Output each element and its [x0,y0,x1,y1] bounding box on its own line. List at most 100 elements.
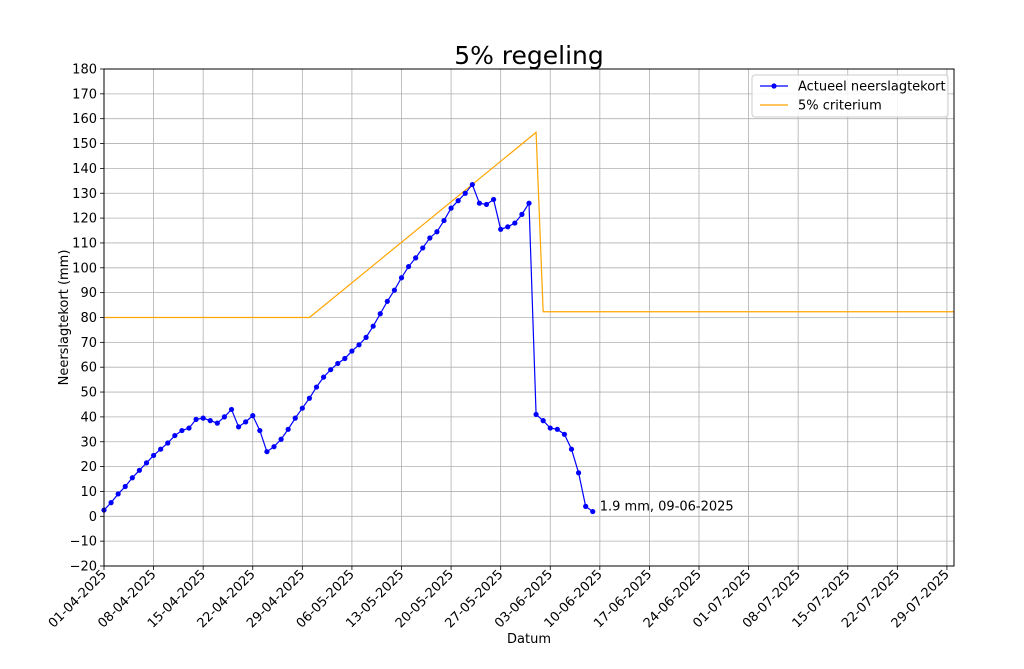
y-tick-label: 10 [80,485,97,500]
series-line-criterium [104,131,954,319]
y-axis-label: Neerslagtekort (mm) [57,250,72,386]
y-tick-label: 70 [80,336,97,351]
data-point [320,374,327,380]
y-tick-label: −20 [70,560,97,575]
data-point [186,425,192,431]
data-point [469,181,475,188]
data-point [271,444,277,450]
data-point [285,426,291,432]
data-point [328,367,334,373]
data-point [349,348,355,354]
data-point [129,475,135,481]
data-point [441,217,447,224]
data-point [108,500,114,506]
data-point [257,427,263,434]
y-tick-label: 100 [72,261,97,276]
y-tick-label: 0 [89,510,97,525]
data-point [335,360,341,367]
data-point [377,311,383,317]
legend: Actueel neerslagtekort 5% criterium [751,74,949,118]
data-point [575,470,582,476]
y-tick-label: 110 [72,236,97,251]
data-point [250,413,256,419]
data-point [427,235,433,241]
data-point [264,449,270,455]
legend-label-actueel: Actueel neerslagtekort [798,80,946,95]
data-point [448,205,454,211]
y-tick-label: 120 [72,212,97,227]
data-point [462,190,468,196]
data-point [235,424,242,430]
data-point [115,491,121,497]
y-tick-label: 20 [80,460,97,475]
data-point [498,226,504,232]
data-point [384,298,390,304]
data-point [214,420,220,426]
data-point [228,406,235,413]
legend-box [751,74,949,118]
data-point [526,200,532,206]
data-point [342,355,348,362]
legend-label-criterium: 5% criterium [798,99,882,114]
y-tick-label: 40 [80,410,97,425]
data-point [476,200,483,206]
data-point [143,460,150,466]
y-tick-label: 130 [72,187,97,202]
data-point [207,418,213,424]
data-point [590,508,596,515]
y-tick-label: 60 [80,361,97,376]
data-point [172,432,178,439]
y-tick-label: −10 [70,535,97,550]
data-point [490,196,497,203]
y-tick-label: 50 [80,386,97,401]
annotation-label: 1.9 mm, 09-06-2025 [600,500,734,515]
data-point [136,467,143,473]
series-line-actueel [103,183,594,513]
data-point [405,263,412,270]
data-point [391,287,398,293]
y-tick-label: 180 [72,63,97,78]
data-point [561,431,568,437]
data-point [292,415,298,421]
data-point [313,384,320,390]
y-tick-label: 160 [72,112,97,127]
data-point [278,436,284,442]
data-point [540,418,546,424]
data-point [179,427,185,434]
data-point [221,414,228,420]
data-point [533,411,539,418]
data-point [434,229,440,235]
y-tick-label: 90 [80,286,97,301]
annotation-layer: 1.9 mm, 09-06-2025 [600,500,734,515]
data-point [299,405,305,411]
data-point [547,425,553,431]
data-point [193,416,199,422]
data-point [519,211,525,217]
data-point [356,342,362,348]
series-layer [101,131,954,515]
data-point [483,201,490,208]
y-tick-label: 150 [72,137,97,152]
data-point [413,255,419,261]
data-point [122,483,128,490]
data-point [158,446,164,452]
data-point [243,419,249,425]
data-point [370,323,376,329]
data-point [306,395,313,401]
data-point [455,198,461,204]
data-point [554,426,560,432]
data-point [363,334,369,340]
y-tick-label: 140 [72,162,97,177]
data-point [505,224,511,230]
data-point [512,220,518,226]
data-point [420,245,426,251]
data-point [583,503,589,509]
legend-marker-actueel [771,83,777,89]
y-tick-label: 30 [80,435,97,450]
data-point [200,415,206,421]
data-point [150,452,157,459]
data-point [568,446,575,452]
x-axis-label: Datum [507,632,551,647]
y-tick-label: 170 [72,87,97,102]
